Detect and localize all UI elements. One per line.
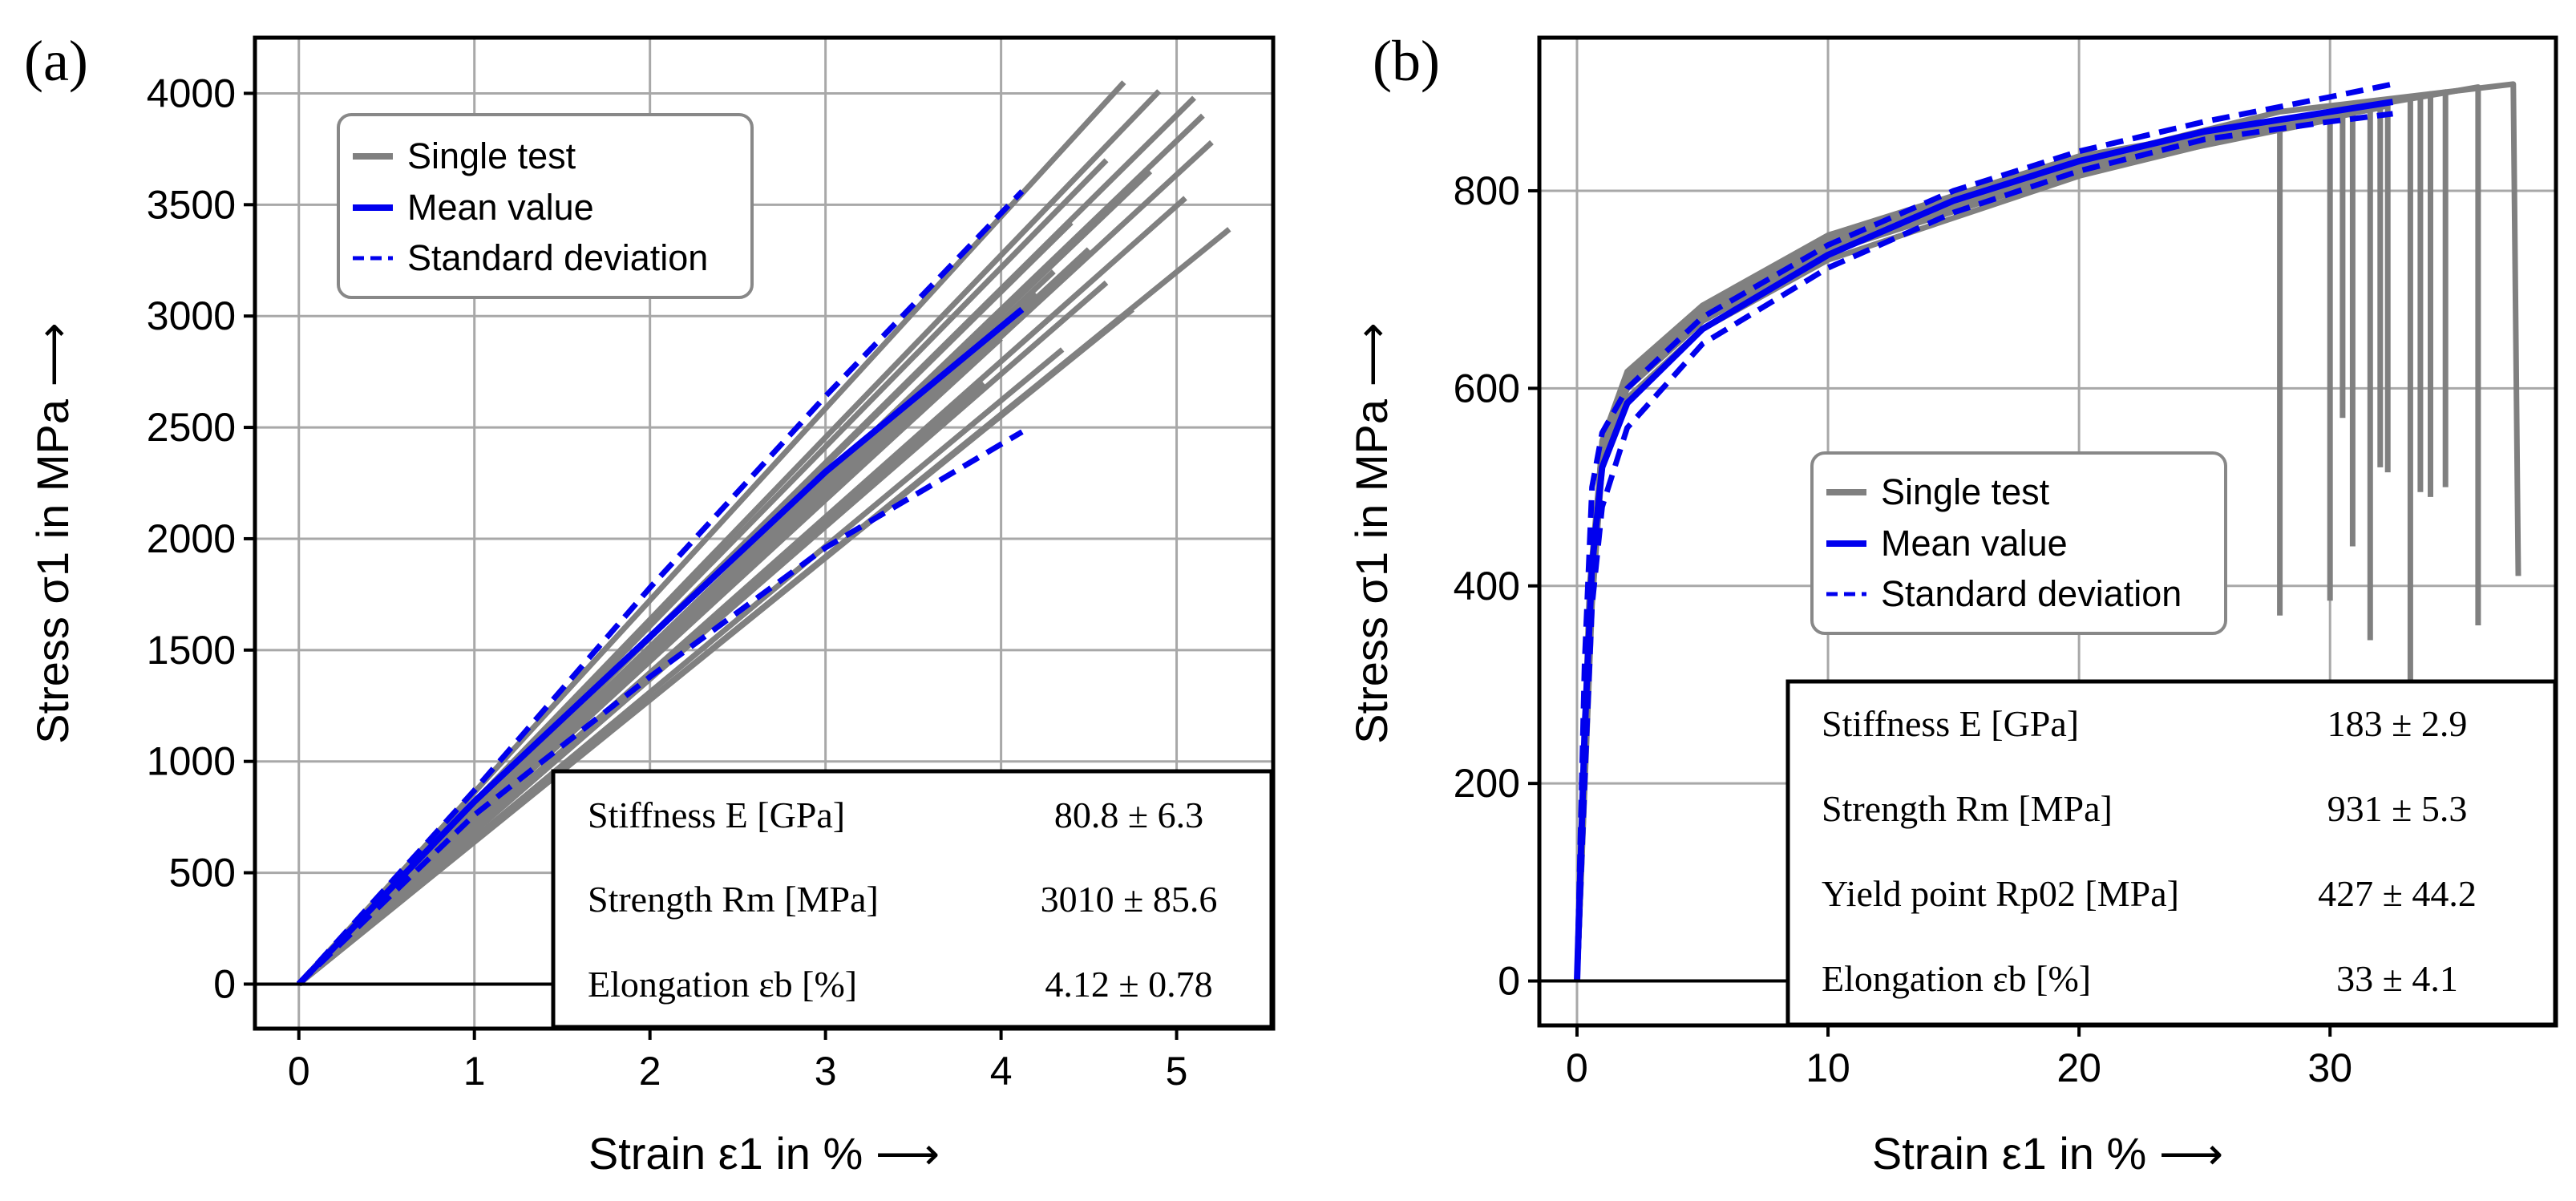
panel-a-y-axis-title: Stress σ1 in MPa ⟶	[27, 322, 78, 744]
panel-b-stats-table: Stiffness E [GPa] 183 ± 2.9 Strength Rm …	[1785, 679, 2558, 1027]
mean-value-line	[296, 306, 1025, 987]
panel-b-legend-standard-deviation: Standard deviation	[1881, 573, 2182, 614]
panel-b-y-axis-title: Stress σ1 in MPa ⟶	[1346, 322, 1397, 744]
panel-a-row-value-stiffness: 80.8 ± 6.3	[1054, 795, 1203, 835]
y-tick-label: 3500	[147, 182, 236, 227]
panel-b-row-value-strength: 931 ± 5.3	[2327, 788, 2468, 829]
single-test-line	[297, 336, 1003, 986]
mean-value-line	[1574, 99, 2394, 981]
x-tick-label: 2	[639, 1049, 661, 1094]
panel-b-x-axis-title: Strain ε1 in % ⟶	[1872, 1128, 2223, 1179]
y-tick-label: 500	[169, 851, 236, 896]
y-tick-label: 2000	[147, 516, 236, 561]
y-tick-label: 3000	[147, 293, 236, 338]
standard-deviation-line	[297, 429, 1024, 986]
y-tick-label: 0	[213, 961, 236, 1006]
panel-a-legend-single-test: Single test	[407, 135, 576, 176]
x-tick-label: 5	[1166, 1049, 1188, 1094]
panel-b-row-label-strength: Strength Rm [MPa]	[1822, 788, 2113, 829]
x-tick-label: 20	[2056, 1045, 2101, 1090]
panel-a-series	[296, 80, 1231, 987]
panel-b-ticks: 0 10 20 30 0 200 400 600 800	[1454, 168, 2352, 1090]
panel-a-legend: Single test Mean value Standard deviatio…	[337, 113, 754, 299]
panel-a-row-label-strength: Strength Rm [MPa]	[588, 879, 879, 920]
y-tick-label: 200	[1454, 761, 1520, 806]
panel-a: (a) 0 1 2 3 4 5 0 500 1000 1500 2000 2500 3000 3500 40…	[24, 29, 1276, 1179]
y-tick-label: 800	[1454, 168, 1520, 213]
standard-deviation-line	[1574, 81, 2394, 981]
panel-b: (b) 0 10 20 30 0 200 400 600 800 Strain ε1 in % …	[1346, 29, 2558, 1179]
panel-a-row-label-stiffness: Stiffness E [GPa]	[588, 795, 845, 835]
panel-b-label: (b)	[1373, 29, 1440, 93]
y-tick-label: 400	[1454, 564, 1520, 609]
y-tick-label: 2500	[147, 405, 236, 450]
panel-a-x-axis-title: Strain ε1 in % ⟶	[588, 1128, 940, 1179]
panel-a-row-value-elongation: 4.12 ± 0.78	[1045, 964, 1212, 1005]
y-tick-label: 1000	[147, 739, 236, 784]
panel-b-stats-box	[1785, 679, 2558, 1027]
panel-b-legend-box	[1810, 451, 2227, 635]
x-tick-label: 4	[990, 1049, 1013, 1094]
panel-a-legend-box	[337, 113, 754, 299]
panel-b-row-value-yield-point: 427 ± 44.2	[2318, 873, 2477, 914]
y-tick-label: 1500	[147, 628, 236, 673]
y-tick-label: 4000	[147, 71, 236, 115]
panel-b-row-label-elongation: Elongation εb [%]	[1822, 958, 2091, 999]
panel-a-label: (a)	[24, 29, 88, 93]
panel-a-row-value-strength: 3010 ± 85.6	[1041, 879, 1218, 920]
panel-a-row-label-elongation: Elongation εb [%]	[588, 964, 857, 1005]
y-tick-label: 0	[1498, 959, 1520, 1004]
x-tick-label: 0	[288, 1049, 310, 1094]
panel-b-row-value-stiffness: 183 ± 2.9	[2327, 703, 2468, 744]
x-tick-label: 3	[815, 1049, 837, 1094]
panel-a-stats-table: Stiffness E [GPa] 80.8 ± 6.3 Strength Rm…	[551, 769, 1274, 1029]
panel-b-legend-single-test: Single test	[1881, 471, 2050, 512]
single-test-line	[297, 347, 1065, 987]
panel-a-legend-mean-value: Mean value	[407, 187, 594, 228]
x-tick-label: 1	[463, 1049, 486, 1094]
standard-deviation-line	[297, 189, 1025, 986]
panel-a-stats-box	[551, 769, 1274, 1029]
panel-b-legend-mean-value: Mean value	[1881, 523, 2068, 564]
x-tick-label: 0	[1566, 1045, 1588, 1090]
panel-a-ticks: 0 1 2 3 4 5 0 500 1000 1500 2000 2500 3000 3500 4000	[147, 71, 1188, 1094]
y-tick-label: 600	[1454, 366, 1520, 410]
panel-b-series	[1574, 81, 2521, 981]
panel-b-row-value-elongation: 33 ± 4.1	[2336, 958, 2458, 999]
panel-a-legend-standard-deviation: Standard deviation	[407, 237, 708, 278]
panel-b-row-label-yield-point: Yield point Rp02 [MPa]	[1822, 873, 2179, 914]
single-test-line	[297, 380, 986, 987]
x-tick-label: 30	[2307, 1045, 2352, 1090]
standard-deviation-line	[1574, 111, 2393, 981]
panel-b-legend: Single test Mean value Standard deviatio…	[1810, 451, 2227, 635]
panel-b-row-label-stiffness: Stiffness E [GPa]	[1822, 703, 2079, 744]
x-tick-label: 10	[1806, 1045, 1850, 1090]
